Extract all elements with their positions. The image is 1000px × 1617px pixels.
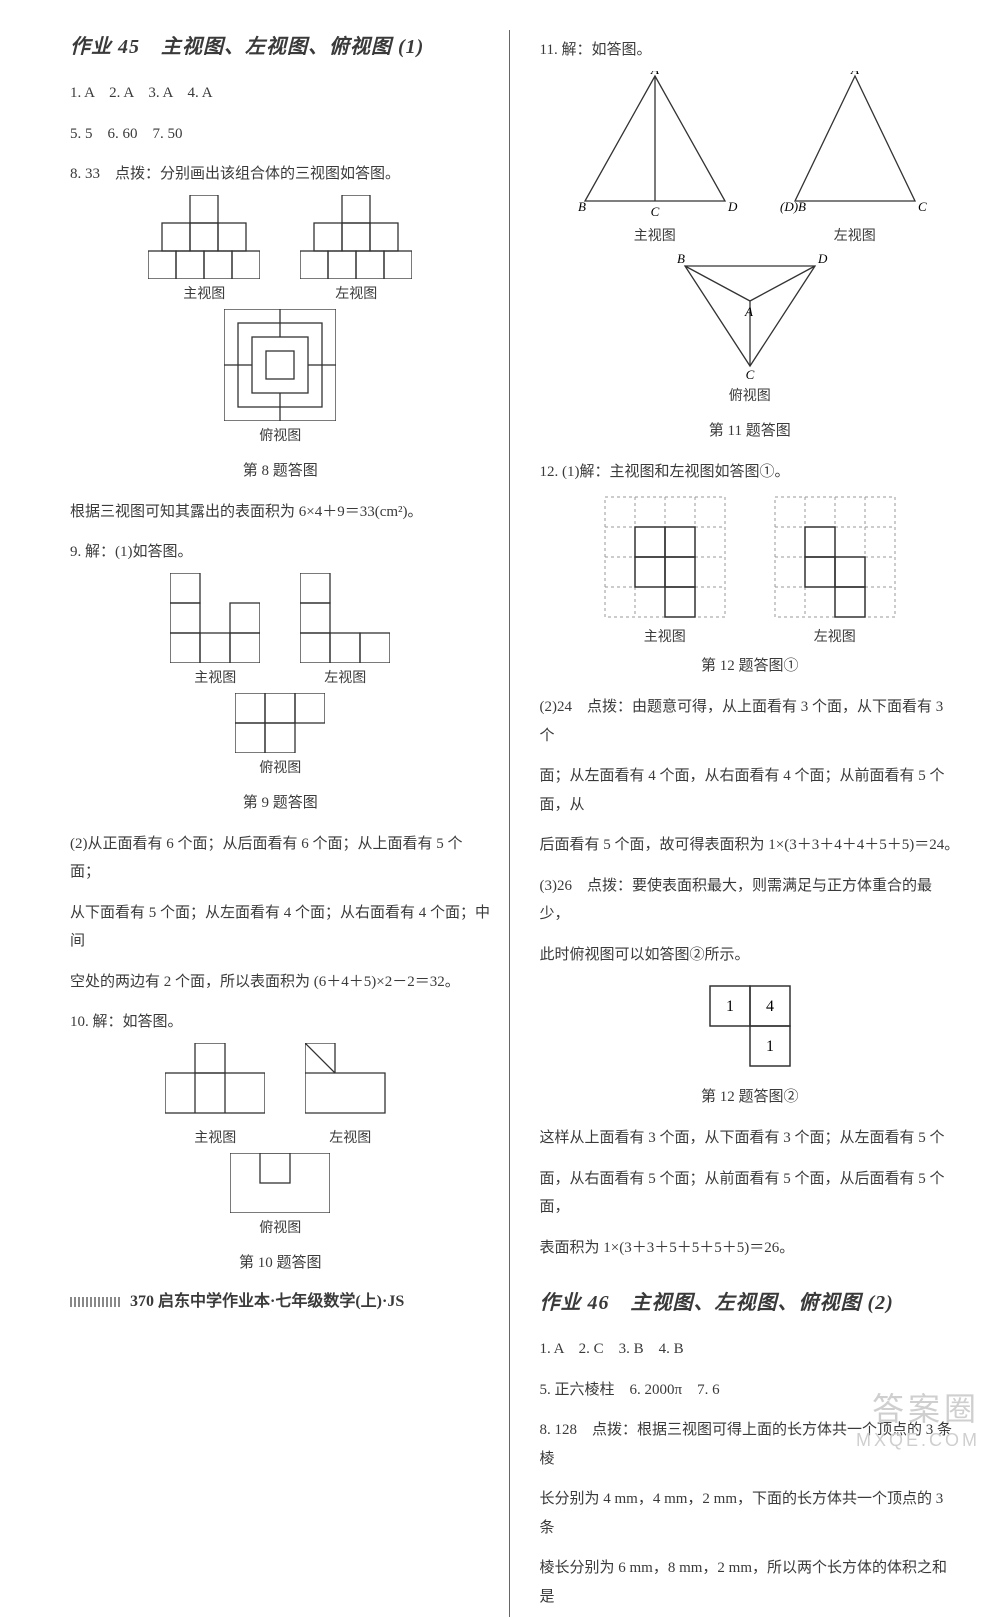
q12-caption-2: 第 12 题答图② xyxy=(540,1085,961,1106)
q12-3-l2: 此时俯视图可以如答图②所示。 xyxy=(540,941,961,970)
svg-text:A: A xyxy=(850,71,859,77)
q10-intro: 10. 解：如答图。 xyxy=(70,1008,491,1037)
q10-top-label: 俯视图 xyxy=(259,1217,301,1237)
svg-text:A: A xyxy=(650,71,659,77)
q8-views-row1: 主视图 左视图 xyxy=(70,195,491,303)
q9-top-label: 俯视图 xyxy=(259,757,301,777)
q10-views-row1: 主视图 左视图 xyxy=(70,1043,491,1147)
q11-left-triangle: A (D)B C xyxy=(780,71,930,221)
q9-2-l1: (2)从正面看有 6 个面；从后面看有 6 个面；从上面看有 5 个面； xyxy=(70,830,491,887)
a46-row1: 1. A 2. C 3. B 4. B xyxy=(540,1335,961,1364)
q10-caption: 第 10 题答图 xyxy=(70,1251,491,1272)
q12-3-l4: 面，从右面看有 5 个面；从前面看有 5 个面，从后面看有 5 个面， xyxy=(540,1165,961,1222)
a46-q8-l3: 棱长分别为 6 mm，8 mm，2 mm，所以两个长方体的体积之和是 xyxy=(540,1554,961,1611)
q9-views-row1: 主视图 左视图 xyxy=(70,573,491,687)
q11-front-label: 主视图 xyxy=(634,225,676,245)
footer-text: 370 启东中学作业本·七年级数学(上)·JS xyxy=(130,1293,404,1310)
section-46-title: 作业 46 主视图、左视图、俯视图 (2) xyxy=(540,1286,961,1315)
section-45-title: 作业 45 主视图、左视图、俯视图 (1) xyxy=(70,30,491,59)
q12-front-label: 主视图 xyxy=(644,626,686,646)
q12-caption-1: 第 12 题答图① xyxy=(540,654,961,675)
q12-2-l1: (2)24 点拨：由题意可得，从上面看有 3 个面，从下面看有 3 个 xyxy=(540,693,961,750)
q12-2-l3: 后面看有 5 个面，故可得表面积为 1×(3＋3＋4＋4＋5＋5)＝24。 xyxy=(540,831,961,860)
a46-q8-l2: 长分别为 4 mm，4 mm，2 mm，下面的长方体共一个顶点的 3 条 xyxy=(540,1485,961,1542)
q12-3-l1: (3)26 点拨：要使表面积最大，则需满足与正方体重合的最少， xyxy=(540,872,961,929)
q11-top-triangle: B D C A xyxy=(665,251,835,381)
footer-bar-icon xyxy=(70,1297,120,1307)
q10-front-view xyxy=(165,1043,265,1123)
q12-3-l5: 表面积为 1×(3＋3＋5＋5＋5＋5)＝26。 xyxy=(540,1234,961,1263)
q9-2-l2: 从下面看有 5 个面；从左面看有 4 个面；从右面看有 4 个面；中间 xyxy=(70,899,491,956)
svg-text:C: C xyxy=(650,204,659,219)
watermark-line2: MXQE.COM xyxy=(856,1430,980,1451)
svg-text:1: 1 xyxy=(726,998,734,1015)
q11-row1: A B C D 主视图 A (D)B C 左视图 xyxy=(540,71,961,245)
q12-fig2: 1 4 1 xyxy=(705,981,795,1071)
q8-top-label: 俯视图 xyxy=(259,425,301,445)
q5-7-answers: 5. 5 6. 60 7. 50 xyxy=(70,120,491,149)
svg-text:D: D xyxy=(817,251,828,266)
q12-row1: 主视图 左视图 xyxy=(540,492,961,646)
q9-caption: 第 9 题答图 xyxy=(70,791,491,812)
q8-front-label: 主视图 xyxy=(183,283,225,303)
q9-top-view xyxy=(235,693,325,753)
q10-top-view xyxy=(230,1153,330,1213)
q9-intro: 9. 解：(1)如答图。 xyxy=(70,538,491,567)
q10-left-view xyxy=(305,1043,395,1123)
svg-text:C: C xyxy=(745,367,754,381)
q8-top-view xyxy=(224,309,336,421)
q11-caption: 第 11 题答图 xyxy=(540,419,961,440)
q8-front-view xyxy=(148,195,260,279)
q9-left-label: 左视图 xyxy=(324,667,366,687)
q12-front-view xyxy=(600,492,730,622)
q9-left-view xyxy=(300,573,390,663)
q11-front-triangle: A B C D xyxy=(570,71,740,221)
watermark-line1: 答案圈 xyxy=(856,1384,980,1430)
q9-front-label: 主视图 xyxy=(194,667,236,687)
q11-left-label: 左视图 xyxy=(834,225,876,245)
watermark: 答案圈 MXQE.COM xyxy=(856,1384,980,1451)
q8-conclusion: 根据三视图可知其露出的表面积为 6×4＋9＝33(cm²)。 xyxy=(70,498,491,527)
q8-caption: 第 8 题答图 xyxy=(70,459,491,480)
q10-front-label: 主视图 xyxy=(194,1127,236,1147)
q10-left-label: 左视图 xyxy=(329,1127,371,1147)
svg-text:D: D xyxy=(727,199,738,214)
svg-text:1: 1 xyxy=(766,1038,774,1055)
svg-text:4: 4 xyxy=(766,998,774,1015)
q8-intro: 8. 33 点拨：分别画出该组合体的三视图如答图。 xyxy=(70,160,491,189)
q12-left-view xyxy=(770,492,900,622)
svg-text:B: B xyxy=(578,199,586,214)
svg-text:A: A xyxy=(744,304,753,319)
q8-left-view xyxy=(300,195,412,279)
svg-text:(D)B: (D)B xyxy=(780,199,806,214)
q12-left-label: 左视图 xyxy=(814,626,856,646)
q11-top-label: 俯视图 xyxy=(729,385,771,405)
q12-intro: 12. (1)解：主视图和左视图如答图①。 xyxy=(540,458,961,487)
q11-intro: 11. 解：如答图。 xyxy=(540,36,961,65)
q8-left-label: 左视图 xyxy=(335,283,377,303)
q12-2-l2: 面；从左面看有 4 个面，从右面看有 4 个面；从前面看有 5 个面，从 xyxy=(540,762,961,819)
page-footer: 370 启东中学作业本·七年级数学(上)·JS xyxy=(70,1287,404,1311)
q12-3-l3: 这样从上面看有 3 个面，从下面看有 3 个面；从左面看有 5 个 xyxy=(540,1124,961,1153)
q9-2-l3: 空处的两边有 2 个面，所以表面积为 (6＋4＋5)×2－2＝32。 xyxy=(70,968,491,997)
q1-4-answers: 1. A 2. A 3. A 4. A xyxy=(70,79,491,108)
q9-front-view xyxy=(170,573,260,663)
svg-text:C: C xyxy=(918,199,927,214)
svg-text:B: B xyxy=(677,251,685,266)
